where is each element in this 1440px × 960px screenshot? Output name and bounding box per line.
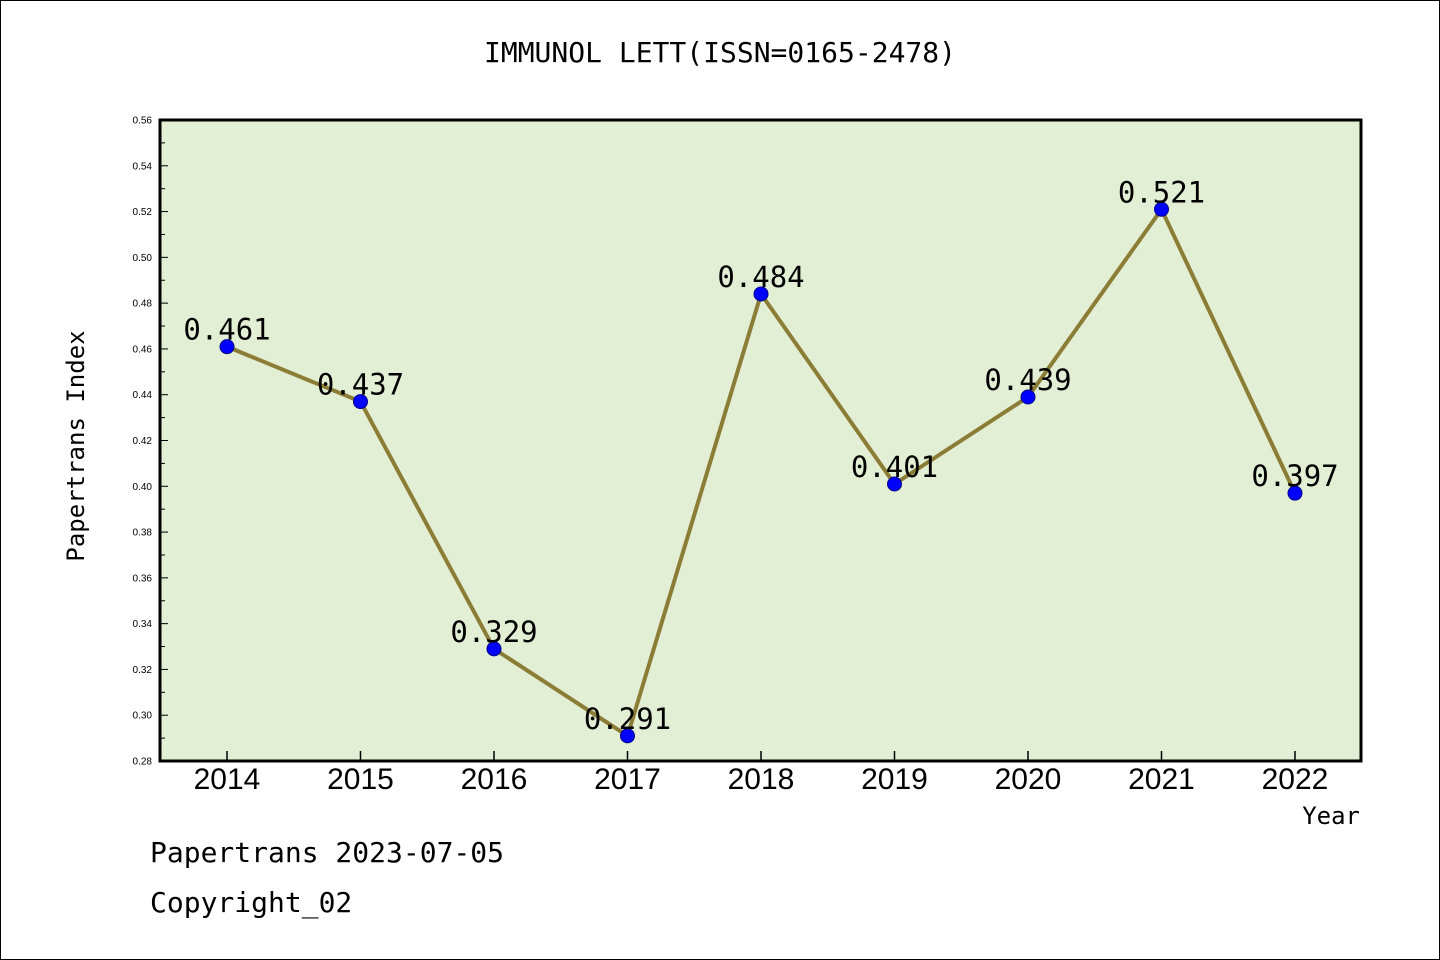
data-point bbox=[1154, 201, 1169, 217]
data-label: 0.484 bbox=[717, 260, 804, 294]
y-tick-label: 0.30 bbox=[133, 711, 153, 722]
y-tick-label: 0.38 bbox=[133, 528, 153, 539]
data-label: 0.521 bbox=[1118, 175, 1205, 209]
y-tick-label: 0.34 bbox=[133, 619, 153, 630]
data-label: 0.291 bbox=[584, 702, 671, 736]
data-point bbox=[620, 728, 635, 744]
data-label: 0.397 bbox=[1251, 459, 1338, 493]
y-tick-label: 0.44 bbox=[133, 390, 153, 401]
data-point bbox=[219, 339, 235, 355]
footer-copyright: Copyright_02 bbox=[150, 886, 353, 919]
x-tick-label: 2017 bbox=[594, 763, 661, 796]
y-tick-label: 0.36 bbox=[133, 573, 153, 584]
plot-area bbox=[160, 120, 1361, 761]
y-tick-label: 0.54 bbox=[133, 161, 153, 172]
x-tick-label: 2019 bbox=[861, 763, 928, 796]
data-point bbox=[753, 286, 769, 302]
data-point bbox=[887, 476, 902, 492]
data-label: 0.437 bbox=[317, 368, 404, 402]
data-point bbox=[486, 641, 502, 657]
y-tick-label: 0.32 bbox=[133, 665, 153, 676]
y-tick-label: 0.52 bbox=[133, 207, 153, 218]
y-tick-label: 0.42 bbox=[133, 436, 153, 447]
y-tick-label: 0.48 bbox=[133, 299, 153, 310]
data-label: 0.329 bbox=[450, 615, 537, 649]
x-tick-label: 2021 bbox=[1128, 763, 1195, 796]
x-tick-label: 2022 bbox=[1262, 763, 1329, 796]
y-tick-label: 0.50 bbox=[133, 253, 153, 264]
x-axis-label: Year bbox=[1302, 802, 1360, 830]
data-label: 0.401 bbox=[851, 450, 938, 484]
chart-title: IMMUNOL LETT(ISSN=0165-2478) bbox=[483, 36, 956, 69]
data-point bbox=[353, 394, 368, 410]
y-tick-label: 0.28 bbox=[133, 757, 153, 768]
data-label: 0.439 bbox=[984, 363, 1071, 397]
x-tick-label: 2015 bbox=[327, 763, 394, 796]
data-point bbox=[1287, 485, 1303, 501]
x-tick-label: 2020 bbox=[995, 763, 1062, 796]
data-label: 0.461 bbox=[183, 313, 270, 347]
x-tick-label: 2016 bbox=[461, 763, 528, 796]
x-tick-label: 2018 bbox=[728, 763, 795, 796]
plot-border bbox=[158, 118, 1363, 763]
footer-date: Papertrans 2023-07-05 bbox=[150, 836, 505, 869]
y-tick-label: 0.40 bbox=[133, 482, 153, 493]
data-point bbox=[1020, 389, 1036, 405]
y-tick-label: 0.46 bbox=[133, 344, 153, 355]
x-tick-label: 2014 bbox=[194, 763, 261, 796]
y-tick-label: 0.56 bbox=[133, 116, 153, 127]
